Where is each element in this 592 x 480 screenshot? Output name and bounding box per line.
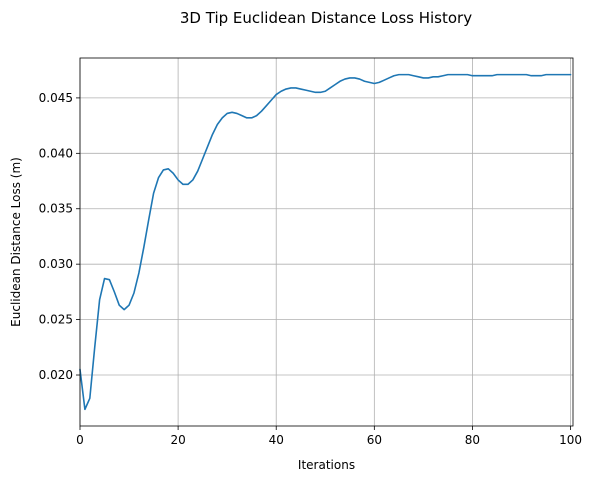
x-axis-ticks: 0 20 40 60 80 100: [76, 426, 582, 447]
grid: [79, 58, 573, 426]
y-axis-ticks: 0.020 0.025 0.030 0.035 0.040 0.045: [39, 91, 80, 382]
x-axis-label: Iterations: [298, 458, 355, 472]
y-tick-label: 0.035: [39, 202, 73, 216]
y-tick-label: 0.025: [39, 313, 73, 327]
y-tick-label: 0.020: [39, 368, 73, 382]
y-tick-label: 0.040: [39, 146, 73, 160]
y-axis-label: Euclidean Distance Loss (m): [9, 157, 23, 327]
series-layer: [79, 73, 572, 411]
x-tick-label: 0: [76, 433, 84, 447]
y-tick-label: 0.045: [39, 91, 73, 105]
plot-frame: [79, 57, 574, 427]
x-tick-label: 60: [367, 433, 382, 447]
x-tick-label: 20: [170, 433, 185, 447]
x-tick-label: 40: [269, 433, 284, 447]
chart-title: 3D Tip Euclidean Distance Loss History: [180, 9, 472, 27]
x-tick-label: 100: [559, 433, 582, 447]
loss-series-line: [79, 73, 572, 411]
y-tick-label: 0.030: [39, 257, 73, 271]
x-tick-label: 80: [465, 433, 480, 447]
